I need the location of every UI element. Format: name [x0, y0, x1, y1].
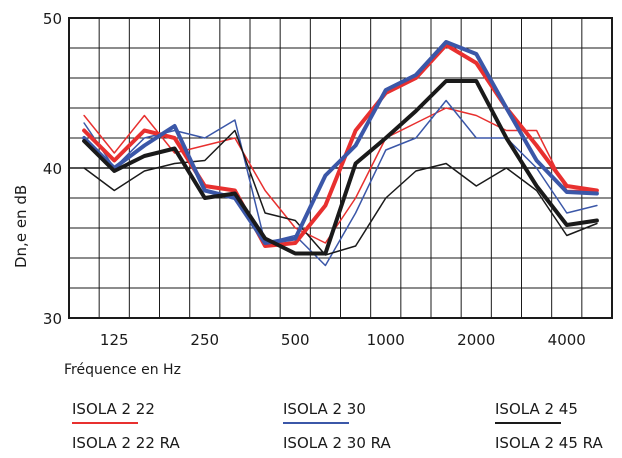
series-line-isola-2-30	[82, 40, 599, 245]
plot-frame	[68, 17, 613, 319]
legend-swatch-isola-2-45	[495, 422, 561, 424]
legend-label-isola-2-30: ISOLA 2 30	[283, 400, 366, 418]
series-lines	[82, 40, 599, 267]
legend-label-isola-2-22: ISOLA 2 22	[72, 400, 155, 418]
legend-label-isola-2-22-ra: ISOLA 2 22 RA	[72, 434, 180, 452]
x-tick-label: 500	[281, 331, 310, 349]
x-axis-title: Fréquence en Hz	[64, 362, 181, 378]
x-tick-label: 125	[100, 331, 129, 349]
series-line-isola-2-22-ra	[83, 107, 598, 244]
series-line-isola-2-45	[82, 79, 599, 256]
y-axis: 30 40 50	[43, 10, 62, 328]
x-tick-label: 1000	[367, 331, 405, 349]
y-axis-label: Dn,e en dB	[12, 185, 30, 268]
legend-label-isola-2-45-ra: ISOLA 2 45 RA	[495, 434, 603, 452]
y-tick-label: 30	[43, 310, 62, 328]
y-tick-label: 50	[43, 10, 62, 28]
x-tick-label: 4000	[548, 331, 586, 349]
y-tick-label: 40	[43, 160, 62, 178]
x-tick-label: 2000	[457, 331, 495, 349]
x-tick-label: 250	[190, 331, 219, 349]
legend-label-isola-2-30-ra: ISOLA 2 30 RA	[283, 434, 391, 452]
x-axis: 125 250 500 1000 2000 4000	[100, 331, 586, 349]
legend-swatch-isola-2-30	[283, 422, 349, 424]
legend-swatch-isola-2-22	[72, 422, 138, 424]
legend-label-isola-2-45: ISOLA 2 45	[495, 400, 578, 418]
series-line-isola-2-45-ra	[83, 129, 598, 256]
